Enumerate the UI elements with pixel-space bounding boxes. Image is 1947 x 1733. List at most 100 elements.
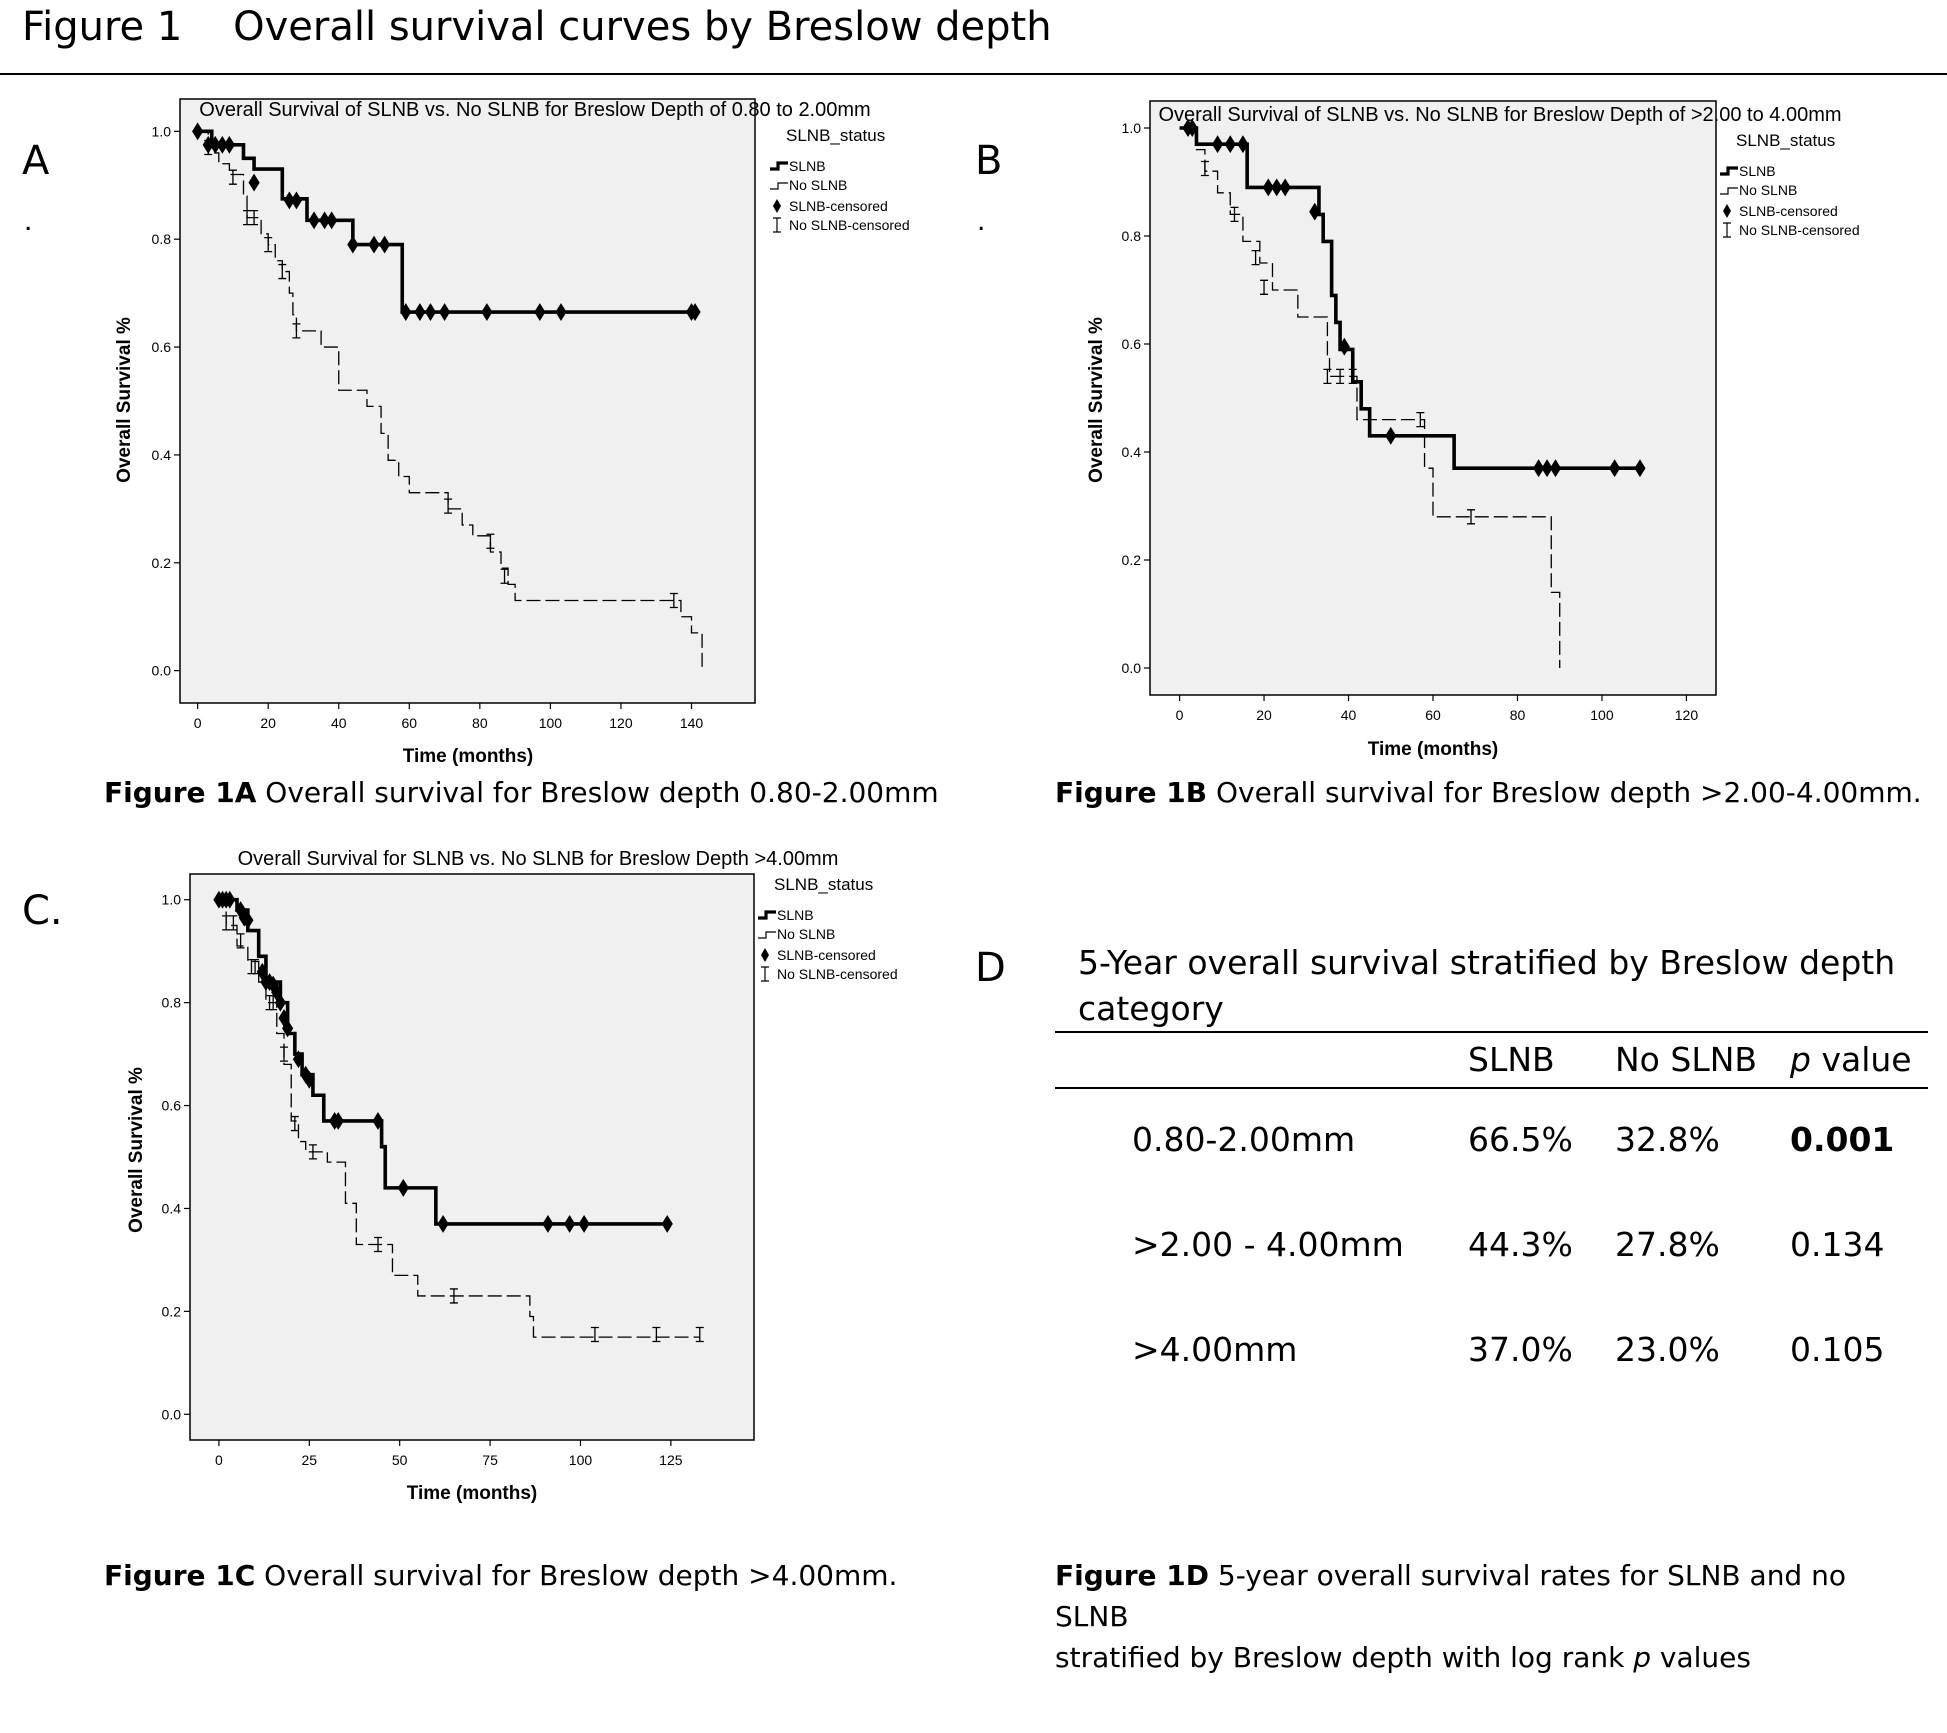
caption-1a-text: Overall survival for Breslow depth 0.80-… bbox=[256, 776, 939, 809]
chart-c-legend-slnb: SLNB bbox=[777, 907, 814, 923]
chart-a-no-slnb-censor-mark bbox=[486, 533, 495, 549]
chart-c-no-slnb-censor-mark bbox=[229, 915, 238, 931]
chart-a-ytick-label: 0.4 bbox=[152, 447, 172, 463]
chart-b-slnb-censor-mark bbox=[1533, 459, 1545, 478]
chart-a-xtick-label: 20 bbox=[260, 715, 276, 731]
chart-b-xtick-label: 0 bbox=[1176, 707, 1184, 723]
table-row-2-depth: >2.00 - 4.00mm bbox=[1132, 1225, 1404, 1264]
chart-b-ytick-label: 0.0 bbox=[1122, 660, 1142, 676]
chart-c-ytick-label: 1.0 bbox=[162, 892, 182, 908]
chart-b-no-slnb-censor-mark bbox=[1251, 249, 1260, 266]
chart-b-xtick-label: 80 bbox=[1510, 707, 1526, 723]
chart-b-ytick-label: 0.8 bbox=[1122, 228, 1142, 244]
chart-a-no-slnb-censor-mark bbox=[444, 498, 453, 514]
chart-a-xtick-label: 100 bbox=[539, 715, 563, 731]
chart-c-slnb-censor-mark bbox=[224, 890, 236, 909]
chart-a-xlabel: Time (months) bbox=[403, 746, 534, 767]
chart-a-slnb-censor-mark bbox=[438, 303, 451, 321]
chart-a-legend-no-slnb: No SLNB bbox=[789, 177, 847, 193]
caption-figure-1a: Figure 1A Overall survival for Breslow d… bbox=[104, 772, 939, 813]
chart-a-no-slnb-censor-mark bbox=[292, 323, 301, 339]
chart-c-legend-slnb-censored: SLNB-censored bbox=[777, 947, 876, 963]
table-row-3-p-value: 0.105 bbox=[1790, 1330, 1885, 1369]
chart-a-slnb-censor-mark bbox=[685, 303, 698, 321]
chart-a-slnb-censor-mark bbox=[481, 303, 493, 321]
chart-b-slnb-censor-mark bbox=[1279, 178, 1291, 197]
chart-a-slnb-censor-mark bbox=[534, 303, 546, 321]
chart-a-title: Overall Survival of SLNB vs. No SLNB for… bbox=[199, 99, 870, 121]
chart-a-legend-no-slnb-swatch bbox=[770, 182, 788, 190]
chart-a-slnb-censor-mark bbox=[248, 173, 260, 192]
chart-b-title: Overall Survival of SLNB vs. No SLNB for… bbox=[1158, 104, 1841, 126]
chart-b-slnb-censor-mark bbox=[1271, 178, 1283, 197]
chart-b-slnb-censor-mark bbox=[1211, 135, 1224, 154]
chart-b-slnb-censor-mark bbox=[1634, 459, 1646, 478]
chart-c-slnb-censor-mark bbox=[332, 1112, 344, 1130]
table-header-p-value: p value bbox=[1790, 1040, 1912, 1079]
chart-b-xtick-label: 60 bbox=[1425, 707, 1441, 723]
chart-c-no-slnb-censor-mark bbox=[236, 933, 245, 949]
table-row-2-slnb: 44.3% bbox=[1468, 1225, 1573, 1264]
chart-c-ytick-label: 0.2 bbox=[162, 1303, 182, 1319]
chart-c-slnb-censor-mark bbox=[292, 1050, 305, 1069]
chart-b-xtick-label: 100 bbox=[1590, 707, 1614, 723]
chart-b-series-slnb-line bbox=[1179, 126, 1645, 470]
chart-b-slnb-censor-mark bbox=[1609, 459, 1621, 478]
table-row-2-no-slnb: 27.8% bbox=[1615, 1225, 1720, 1264]
table-header-no-slnb: No SLNB bbox=[1615, 1040, 1758, 1079]
table-row-1-p-value: 0.001 bbox=[1790, 1120, 1895, 1159]
caption-1d-bold: Figure 1D bbox=[1055, 1559, 1209, 1592]
chart-a-no-slnb-censor-mark bbox=[228, 169, 237, 185]
chart-c-xlabel: Time (months) bbox=[407, 1483, 538, 1504]
chart-a-slnb-censor-mark bbox=[308, 211, 320, 230]
chart-c-legend-slnb-censored-marker bbox=[761, 948, 769, 962]
chart-a-no-slnb-censor-mark bbox=[250, 209, 259, 226]
chart-b-no-slnb-censor-mark bbox=[1323, 368, 1332, 385]
panel-dot-b: . bbox=[977, 204, 986, 237]
chart-c-ylabel: Overall Survival % bbox=[126, 1067, 147, 1233]
chart-c-ytick-label: 0.8 bbox=[162, 995, 182, 1011]
chart-a-legend-no-slnb-censored-marker bbox=[773, 217, 781, 233]
chart-c-xtick-label: 75 bbox=[482, 1452, 498, 1468]
chart-c-slnb-censor-mark bbox=[242, 911, 254, 930]
caption-1d-text1: 5-year overall survival rates for SLNB a… bbox=[1055, 1559, 1846, 1633]
chart-a-ylabel: Overall Survival % bbox=[114, 317, 135, 483]
panel-label-c: C. bbox=[22, 888, 63, 934]
caption-1c-text: Overall survival for Breslow depth >4.00… bbox=[255, 1559, 898, 1592]
chart-b-series-no-slnb-line bbox=[1179, 127, 1561, 668]
chart-c-no-slnb-censor-mark bbox=[290, 1115, 299, 1132]
chart-b-xlabel: Time (months) bbox=[1368, 739, 1499, 760]
page-title: Figure 1 Overall survival curves by Bres… bbox=[22, 4, 1052, 50]
chart-b-plot-area bbox=[1149, 100, 1717, 696]
chart-c-slnb-censor-mark bbox=[303, 1070, 315, 1089]
caption-1d-text2a: stratified by Breslow depth with log ran… bbox=[1055, 1641, 1634, 1674]
chart-b-legend-slnb-censored-marker bbox=[1723, 204, 1731, 218]
table-row-3-depth: >4.00mm bbox=[1132, 1330, 1298, 1369]
chart-c-legend-no-slnb-swatch bbox=[758, 931, 776, 939]
chart-c-xtick-label: 100 bbox=[569, 1452, 593, 1468]
chart-b-legend-no-slnb-censored: No SLNB-censored bbox=[1739, 222, 1860, 238]
chart-a-no-slnb-censor-mark bbox=[500, 568, 509, 584]
chart-a-xtick-label: 60 bbox=[402, 715, 418, 731]
caption-figure-1c: Figure 1C Overall survival for Breslow d… bbox=[104, 1555, 897, 1596]
caption-figure-1d: Figure 1D 5-year overall survival rates … bbox=[1055, 1555, 1915, 1678]
chart-a-no-slnb-censor-mark bbox=[264, 236, 273, 253]
chart-a-slnb-censor-mark bbox=[414, 303, 426, 321]
chart-a-ytick-label: 1.0 bbox=[152, 123, 172, 139]
chart-c-no-slnb-censor-mark bbox=[652, 1326, 661, 1343]
chart-b-slnb-censor-mark bbox=[1385, 426, 1397, 445]
chart-b-no-slnb-censor-mark bbox=[1200, 160, 1209, 177]
chart-c-no-slnb-censor-mark bbox=[222, 915, 231, 931]
chart-c-xtick-label: 50 bbox=[392, 1452, 408, 1468]
chart-b-legend-no-slnb-swatch bbox=[1720, 187, 1738, 195]
chart-a-legend-title: SLNB_status bbox=[786, 126, 885, 145]
chart-b-no-slnb-censor-mark bbox=[1260, 279, 1269, 295]
chart-a-legend-slnb-censored-marker bbox=[773, 199, 781, 213]
chart-c-ytick-label: 0.0 bbox=[162, 1406, 182, 1422]
chart-c-slnb-censor-mark bbox=[661, 1214, 673, 1233]
chart-c-legend-no-slnb-censored-marker bbox=[761, 966, 769, 982]
chart-a-xtick-label: 80 bbox=[472, 715, 488, 731]
table-row-2-p-value: 0.134 bbox=[1790, 1225, 1885, 1264]
chart-c-ytick-label: 0.4 bbox=[162, 1200, 182, 1216]
